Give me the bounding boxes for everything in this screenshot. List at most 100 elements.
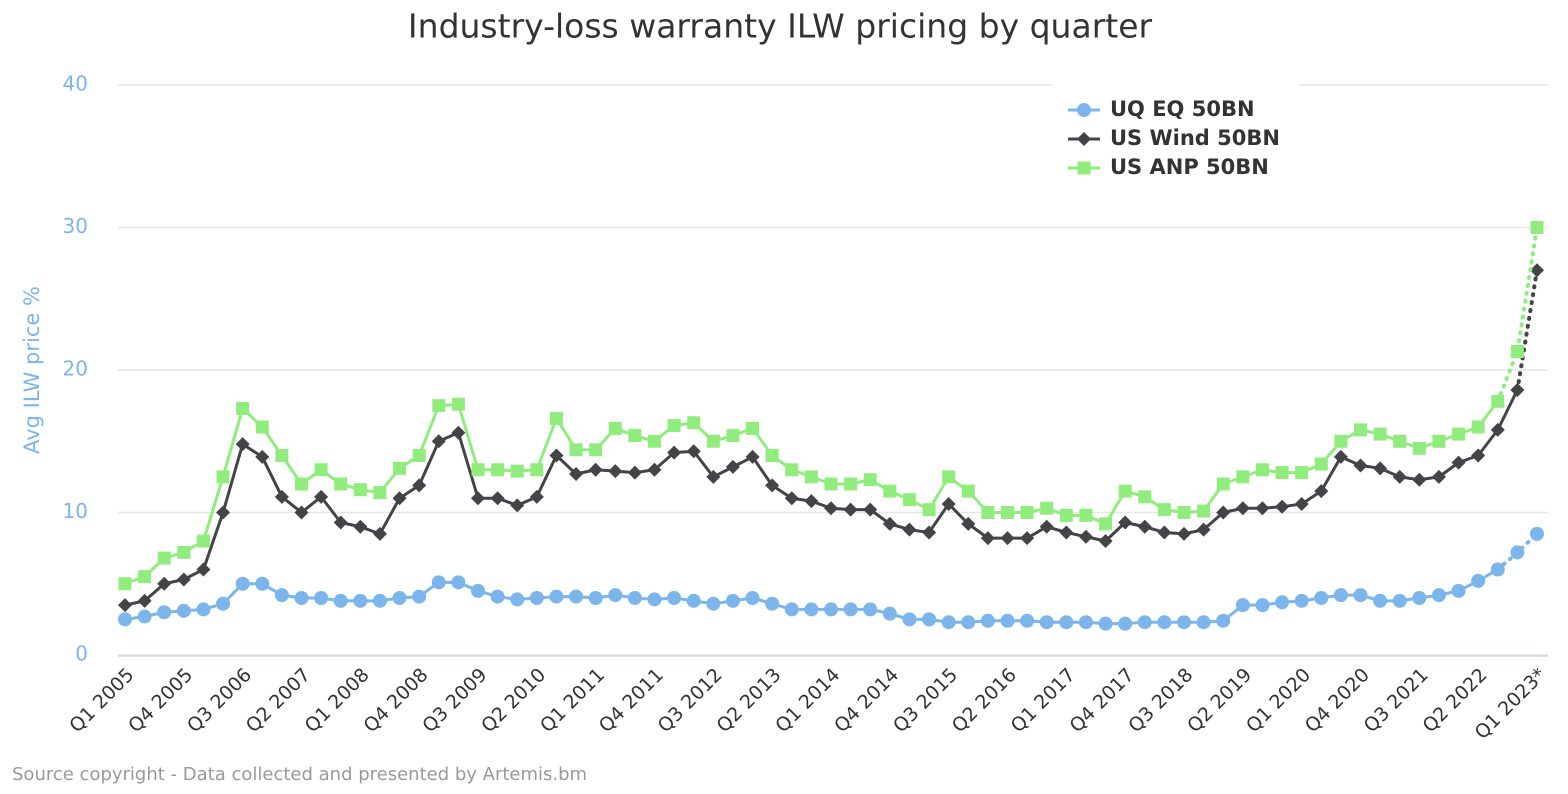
data-point <box>1393 434 1407 448</box>
data-point <box>746 421 760 435</box>
data-point <box>863 473 877 487</box>
data-point <box>1314 591 1329 605</box>
y-tick-label: 0 <box>75 642 88 666</box>
data-point <box>667 591 682 605</box>
data-point <box>765 449 779 462</box>
data-point <box>1020 613 1035 628</box>
data-point <box>294 591 309 605</box>
data-point <box>1471 420 1485 434</box>
data-point <box>902 493 916 507</box>
data-point <box>235 576 250 591</box>
data-point <box>961 484 975 498</box>
legend-marker <box>1077 132 1091 146</box>
data-point <box>549 589 564 604</box>
data-point <box>216 505 231 520</box>
data-point <box>157 605 172 620</box>
data-point <box>471 463 485 477</box>
data-point <box>608 588 623 603</box>
data-point <box>1216 613 1231 628</box>
data-point <box>137 593 152 608</box>
data-point <box>451 575 466 590</box>
data-point <box>1353 458 1368 473</box>
data-point <box>980 613 995 628</box>
data-point <box>373 486 387 500</box>
data-point <box>844 477 858 491</box>
data-point <box>569 467 584 482</box>
data-point <box>1510 545 1525 560</box>
data-point <box>1392 469 1407 484</box>
data-point <box>863 502 878 517</box>
data-point <box>1039 615 1054 630</box>
data-point <box>372 593 387 608</box>
data-point <box>1157 525 1172 540</box>
data-point <box>255 420 269 434</box>
data-point <box>883 484 897 498</box>
data-point <box>902 612 917 627</box>
data-point <box>1138 490 1152 504</box>
data-point <box>1235 598 1250 613</box>
data-point <box>1177 506 1191 519</box>
data-point <box>784 491 799 506</box>
data-point <box>274 588 289 603</box>
data-point <box>196 562 211 577</box>
data-point <box>942 470 956 484</box>
data-point <box>1059 508 1073 522</box>
data-point <box>1001 506 1014 519</box>
forecast-line <box>1495 225 1539 404</box>
data-point <box>1137 615 1152 630</box>
data-point <box>1490 562 1505 577</box>
data-point <box>1314 484 1329 499</box>
data-point <box>765 596 780 611</box>
data-point <box>628 429 642 443</box>
data-point <box>138 570 152 584</box>
source-credit: Source copyright - Data collected and pr… <box>12 764 587 785</box>
data-point <box>137 609 152 624</box>
data-point <box>1040 501 1054 515</box>
data-point <box>902 522 917 537</box>
data-point <box>608 421 622 435</box>
data-point <box>1452 427 1466 441</box>
data-point <box>589 443 603 457</box>
data-point <box>922 525 937 540</box>
data-point <box>549 411 563 425</box>
data-point <box>353 483 367 497</box>
data-point <box>1490 422 1505 437</box>
data-point <box>824 602 838 617</box>
data-point <box>667 445 682 460</box>
data-point <box>118 612 132 627</box>
data-point <box>1530 263 1544 278</box>
data-point <box>1275 499 1290 514</box>
data-point <box>1295 466 1309 480</box>
data-point <box>863 602 878 617</box>
data-point <box>1118 616 1133 631</box>
data-point <box>1294 496 1309 511</box>
data-point <box>1099 517 1113 531</box>
data-point <box>1059 525 1074 540</box>
plot-area <box>118 221 1544 631</box>
data-point <box>1078 529 1093 544</box>
data-point <box>706 596 721 611</box>
data-point <box>432 399 446 413</box>
data-point <box>392 591 407 605</box>
data-point <box>491 463 505 477</box>
data-point <box>334 477 348 491</box>
data-point <box>1373 593 1388 608</box>
legend-label: US ANP 50BN <box>1110 155 1269 179</box>
data-point <box>353 593 368 608</box>
data-point <box>648 434 661 448</box>
data-point <box>1079 508 1093 522</box>
data-point <box>1275 595 1290 610</box>
data-point <box>235 437 250 452</box>
data-point <box>922 503 936 517</box>
data-point <box>451 397 465 411</box>
data-point <box>686 593 701 608</box>
data-point <box>1432 434 1446 448</box>
data-point <box>1157 503 1171 517</box>
data-point <box>882 606 897 621</box>
data-point <box>569 589 584 604</box>
data-point <box>1510 382 1525 397</box>
data-point <box>1412 472 1427 487</box>
data-point <box>1294 593 1309 608</box>
data-point <box>1157 615 1172 630</box>
